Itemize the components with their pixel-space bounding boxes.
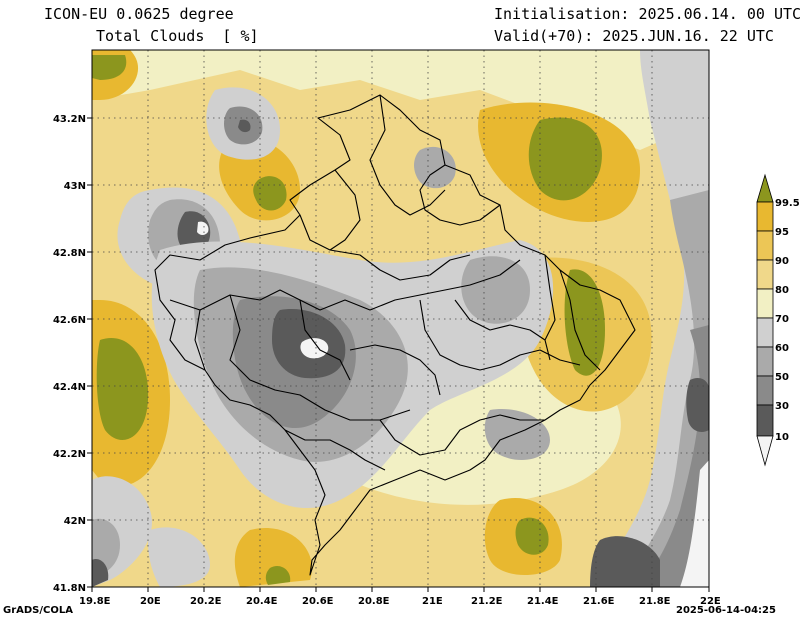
colorbar-label: 95 — [775, 227, 789, 238]
colorbar-top-triangle — [756, 173, 774, 203]
colorbar-label: 10 — [775, 432, 789, 443]
lat-label: 43N — [64, 181, 86, 192]
variable-title: Total Clouds [ %] — [96, 27, 259, 45]
model-title: ICON-EU 0.0625 degree — [44, 5, 234, 23]
lat-label: 42.8N — [53, 248, 86, 259]
lon-label: 20.8E — [358, 596, 390, 607]
colorbar-label: 90 — [775, 256, 789, 267]
tick-marks — [87, 117, 710, 592]
lon-label: 21.4E — [527, 596, 559, 607]
colorbar-label: 80 — [775, 285, 789, 296]
lon-label: 21.2E — [471, 596, 503, 607]
valid-time: Valid(+70): 2025.JUN.16. 22 UTC — [494, 27, 774, 45]
outer-boundary — [154, 94, 636, 576]
colorbar-label: 50 — [775, 372, 789, 383]
colorbar-label: 70 — [775, 314, 789, 325]
lon-label: 19.8E — [79, 596, 111, 607]
field-olive-ne — [528, 117, 602, 201]
credit-label: GrADS/COLA — [3, 605, 73, 616]
colorbar-labels: 99.5 95 90 80 70 60 50 30 10 — [775, 198, 800, 443]
field-pale-north — [92, 50, 709, 150]
lat-label: 42N — [64, 516, 86, 527]
lon-label: 22E — [700, 596, 721, 607]
lon-label: 20.6E — [302, 596, 334, 607]
colorbar — [756, 173, 774, 467]
field-olive-west — [96, 338, 149, 440]
lon-label: 20E — [140, 596, 161, 607]
cloud-field — [92, 50, 709, 587]
colorbar-label: 30 — [775, 401, 789, 412]
timestamp-label: 2025-06-14-04:25 — [676, 605, 776, 616]
field-orange-sw — [234, 528, 312, 587]
lat-label: 42.4N — [53, 382, 86, 393]
admin-boundaries — [154, 94, 636, 576]
colorbar-label: 99.5 — [775, 198, 800, 209]
lon-label: 20.4E — [246, 596, 278, 607]
lat-label: 43.2N — [53, 114, 86, 125]
lon-label: 21.6E — [583, 596, 615, 607]
grid-lines — [92, 50, 709, 587]
lat-label: 42.2N — [53, 449, 86, 460]
lat-label: 41.8N — [53, 583, 86, 594]
lat-label: 42.6N — [53, 315, 86, 326]
colorbar-label: 60 — [775, 343, 789, 354]
lon-label: 21E — [422, 596, 443, 607]
field-olive-east — [564, 269, 605, 376]
lon-labels: 19.8E 20E 20.2E 20.4E 20.6E 20.8E 21E 21… — [79, 596, 721, 607]
lat-labels: 43.2N 43N 42.8N 42.6N 42.4N 42.2N 42N 41… — [53, 114, 86, 594]
lon-label: 21.8E — [639, 596, 671, 607]
colorbar-bottom-triangle — [756, 435, 774, 467]
lon-label: 20.2E — [190, 596, 222, 607]
init-time: Initialisation: 2025.06.14. 00 UTC — [494, 5, 800, 23]
